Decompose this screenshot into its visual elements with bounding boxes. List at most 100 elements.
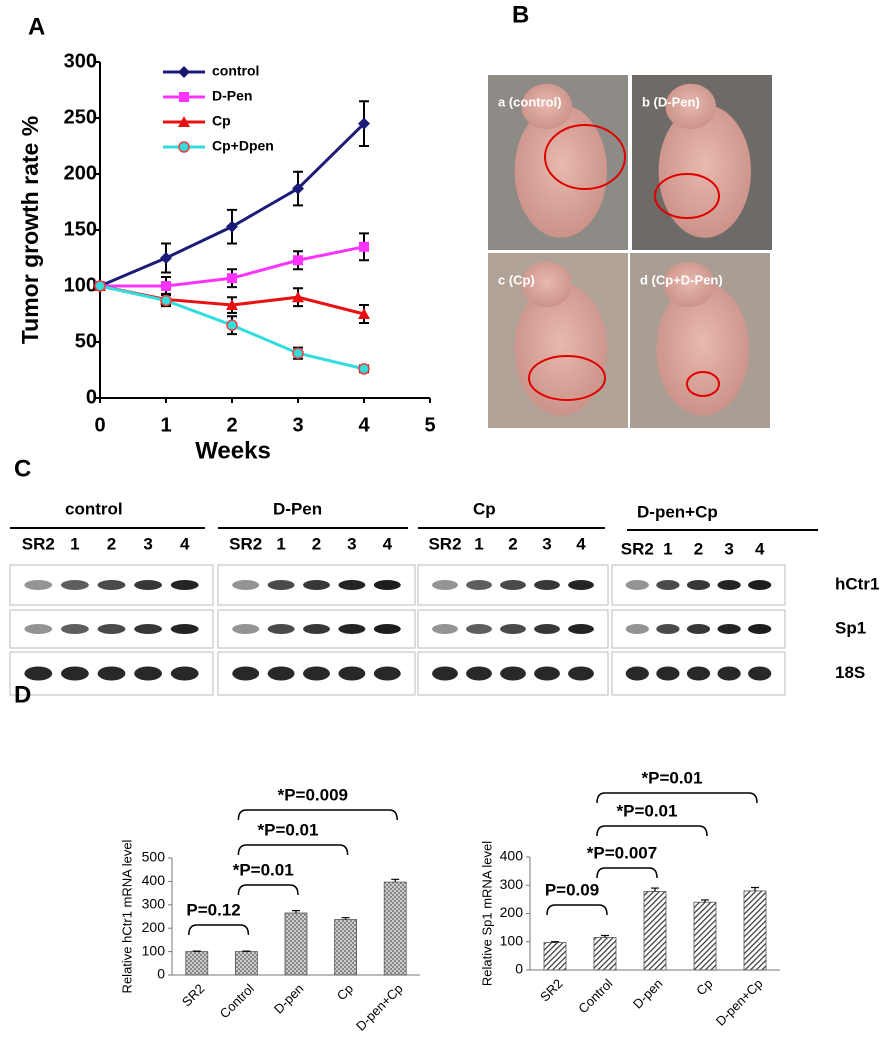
blot-band (568, 624, 594, 634)
lane-label: SR2 (621, 539, 654, 558)
blot-frame (217, 651, 416, 696)
significance-bracket (596, 825, 708, 837)
mouse-head (521, 83, 572, 130)
lane-label: 3 (542, 534, 551, 553)
blot-band (24, 666, 53, 681)
p-value-label: *P=0.009 (278, 785, 348, 804)
blot-band (432, 624, 458, 634)
x-tick-label: D-pen+Cp (353, 981, 406, 1034)
blot-band (134, 624, 163, 634)
blot-band (717, 666, 741, 681)
blot-band (568, 580, 594, 590)
bar (543, 942, 567, 971)
bar (593, 937, 617, 971)
blot-band (232, 580, 260, 590)
marker (358, 117, 370, 130)
blot-band (748, 580, 772, 590)
lane-label: 2 (312, 534, 321, 553)
lane-label: SR2 (22, 534, 55, 553)
lane-label: 4 (576, 534, 586, 553)
error-bar (551, 941, 559, 943)
blot-band (466, 624, 492, 634)
marker (226, 299, 238, 311)
error-bar (341, 917, 350, 920)
y-tick-label: 300 (500, 876, 524, 892)
blot-band (500, 666, 526, 681)
marker (160, 294, 172, 307)
blot-band (717, 580, 741, 590)
y-tick-label: 250 (64, 106, 97, 128)
marker (359, 241, 369, 252)
blot-group-label: D-Pen (273, 499, 322, 518)
blot-band (373, 666, 401, 681)
bar (693, 901, 717, 971)
blot-row-label: 18S (835, 663, 865, 682)
mouse-body (658, 104, 751, 238)
blot-band (134, 666, 163, 681)
blot-band (625, 580, 649, 590)
error-bar (292, 910, 300, 913)
blot-band (625, 666, 649, 681)
blot-band (170, 624, 199, 634)
error-bar (651, 887, 659, 892)
blot-band (303, 666, 330, 681)
blot-band (748, 666, 772, 681)
blot-frame (417, 564, 609, 606)
blot-band (748, 624, 772, 634)
lane-label: 1 (663, 539, 672, 558)
error-bar (601, 934, 609, 938)
x-tick-label: SR2 (179, 981, 207, 1009)
y-axis-label: Relative hCtr1 mRNA level (119, 839, 134, 993)
blot-band (432, 666, 458, 681)
blot-band (466, 666, 492, 681)
error-bar (701, 899, 709, 903)
blot-band (97, 624, 126, 634)
blot-band (24, 624, 53, 634)
marker (292, 347, 304, 359)
lane-label: 1 (474, 534, 483, 553)
x-tick-label: 1 (160, 414, 171, 436)
y-tick-label: 100 (142, 942, 166, 958)
blot-band (373, 624, 401, 634)
x-axis-label: Weeks (195, 437, 271, 464)
x-tick-label: D-pen (630, 976, 666, 1012)
mouse-body (656, 282, 749, 416)
blot-band (686, 666, 711, 681)
blot-frame (611, 651, 786, 696)
legend-marker (178, 66, 190, 78)
x-tick-label: 4 (358, 414, 370, 436)
significance-bracket (237, 844, 349, 856)
blot-band (134, 580, 163, 590)
blot-frame (611, 564, 786, 606)
lane-label: 2 (107, 534, 116, 553)
blot-band (656, 580, 680, 590)
x-tick-label: 2 (226, 414, 237, 436)
legend-label: control (212, 63, 259, 79)
significance-bracket (596, 792, 758, 804)
y-axis-label: Tumor growth rate % (17, 116, 43, 344)
bar (383, 881, 407, 976)
blot-band (534, 580, 560, 590)
p-value-label: *P=0.01 (642, 768, 703, 787)
significance-bracket (188, 924, 250, 936)
blot-band (232, 624, 260, 634)
p-value-label: *P=0.01 (258, 820, 319, 839)
p-value-label: P=0.12 (186, 900, 240, 919)
tumor-circle (544, 124, 626, 190)
legend-label: Cp+Dpen (212, 138, 274, 154)
y-tick-label: 100 (64, 274, 97, 296)
y-axis-label: Relative Sp1 mRNA level (479, 841, 494, 986)
lane-label: 4 (383, 534, 393, 553)
y-tick-label: 200 (64, 162, 97, 184)
marker (293, 255, 303, 266)
y-tick-label: 400 (500, 848, 524, 864)
lane-label: 3 (724, 539, 733, 558)
blot-band (97, 666, 126, 681)
blot-frame (9, 651, 214, 696)
blot-frame (611, 609, 786, 649)
blot-band (717, 624, 741, 634)
y-tick-label: 200 (500, 904, 524, 920)
p-value-label: *P=0.007 (587, 843, 657, 862)
marker (358, 363, 370, 375)
